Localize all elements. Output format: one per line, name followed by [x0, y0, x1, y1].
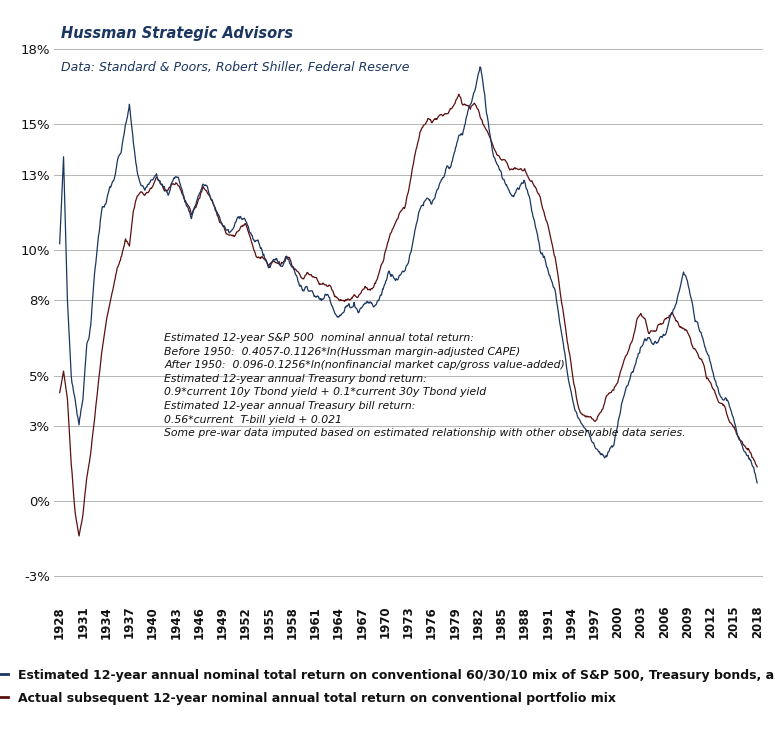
Legend: Estimated 12-year annual nominal total return on conventional 60/30/10 mix of S&: Estimated 12-year annual nominal total r…: [0, 669, 775, 705]
Text: Data: Standard & Poors, Robert Shiller, Federal Reserve: Data: Standard & Poors, Robert Shiller, …: [61, 62, 410, 74]
Text: Estimated 12-year S&P 500  nominal annual total return:
Before 1950:  0.4057-0.1: Estimated 12-year S&P 500 nominal annual…: [164, 333, 686, 438]
Text: Hussman Strategic Advisors: Hussman Strategic Advisors: [61, 26, 294, 41]
